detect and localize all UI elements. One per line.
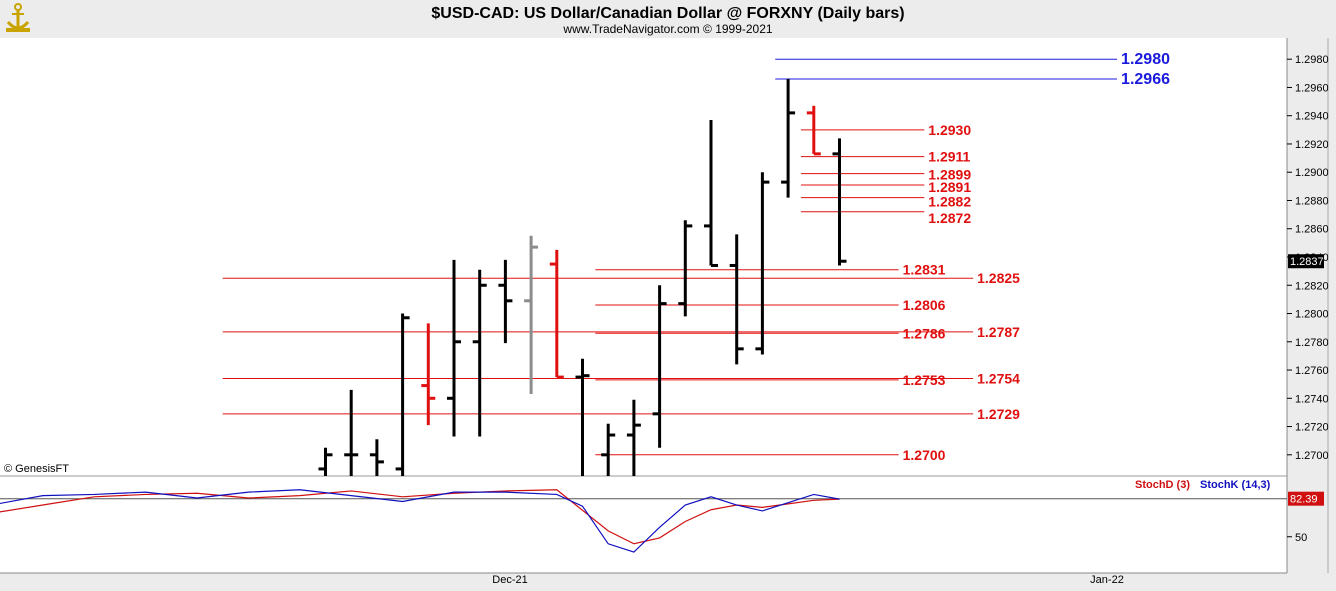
price-axis-tick-label: 1.2720 [1295,422,1329,434]
level-label: 1.2872 [928,210,971,226]
ohlc-bar [652,285,667,448]
ohlc-bar [549,249,564,379]
level-label: 1.2786 [903,325,946,341]
copyright-label: © GenesisFT [4,463,69,475]
price-axis-tick-label: 1.2860 [1295,224,1329,236]
chart-title: $USD-CAD: US Dollar/Canadian Dollar @ FO… [431,5,904,22]
price-axis-tick-label: 1.2920 [1295,139,1329,151]
time-axis: Dec-21 Jan-22 [492,574,1124,586]
price-axis-tick-label: 1.2820 [1295,280,1329,292]
stochastic-pane: 50 82.39 StochD (3) StochK (14,3) [0,479,1324,553]
stochastic-plot-area [0,476,1287,573]
level-label: 1.2911 [928,149,970,165]
ohlc-bar [626,399,641,476]
price-axis-tick-label: 1.2800 [1295,309,1329,321]
last-price-tag [1288,254,1324,269]
level-label: 1.2753 [903,372,946,388]
level-label: 1.2806 [903,297,946,313]
level-label: 1.2966 [1121,71,1170,88]
ohlc-bar [729,234,744,365]
price-bars [318,78,847,476]
stoch-k-legend: StochK (14,3) [1200,479,1271,491]
time-axis-label: Dec-21 [492,574,527,586]
price-plot-area [0,38,1287,476]
ohlc-bar [498,259,513,344]
price-axis-tick-label: 1.2900 [1295,167,1329,179]
price-axis-tick-label: 1.2980 [1295,54,1329,66]
price-axis-tick-label: 1.2780 [1295,337,1329,349]
level-label: 1.2729 [977,406,1020,422]
stoch-d-legend: StochD (3) [1135,479,1190,491]
stoch-axis-tick-label: 50 [1295,532,1307,544]
ohlc-bar [447,259,461,437]
ohlc-bar [601,423,616,476]
price-axis: 1.2700 1.2720 1.2740 1.2760 1.2780 1.2800 1.28… [1287,54,1329,462]
level-label: 1.2899 [928,167,971,183]
stoch-k-line [0,489,840,553]
ohlc-bar [344,389,359,476]
ohlc-bar [421,323,436,426]
ohlc-bar [704,119,718,267]
stoch-last-label: 82.39 [1290,494,1318,506]
level-label: 1.2754 [977,371,1020,387]
ohlc-bar [781,78,796,198]
ohlc-bar [318,447,333,476]
stoch-last-tag [1288,491,1324,506]
price-axis-tick-label: 1.2700 [1295,450,1329,462]
ohlc-bar [472,269,487,437]
level-label: 1.2891 [928,179,971,195]
last-price-label: 1.2837 [1290,256,1324,268]
ohlc-bar [678,220,693,317]
ohlc-bar [806,105,821,156]
chart-subtitle: www.TradeNavigator.com © 1999-2021 [562,22,772,36]
level-label: 1.2831 [903,262,946,278]
price-axis-tick-label: 1.2740 [1295,393,1329,405]
ohlc-bar [575,358,590,476]
ohlc-bar [755,172,770,355]
price-axis-tick-label: 1.2880 [1295,195,1329,207]
level-label: 1.2825 [977,270,1020,286]
time-axis-label: Jan-22 [1090,574,1124,586]
price-axis-tick-label: 1.2940 [1295,111,1329,123]
level-lines: 1.29801.29661.29301.29111.28991.28911.28… [222,51,1170,463]
level-label: 1.2700 [903,447,946,463]
ohlc-bar [395,313,410,476]
level-label: 1.2787 [977,324,1020,340]
ohlc-bar [369,439,384,476]
level-label: 1.2882 [928,194,971,210]
price-axis-tick-label: 1.2960 [1295,82,1329,94]
ohlc-bar [524,235,539,395]
price-axis-tick-label: 1.2760 [1295,365,1329,377]
stoch-d-line [0,489,840,545]
anchor-icon [6,3,30,32]
level-label: 1.2980 [1121,51,1170,68]
level-label: 1.2930 [928,122,971,138]
ohlc-bar [832,138,847,266]
